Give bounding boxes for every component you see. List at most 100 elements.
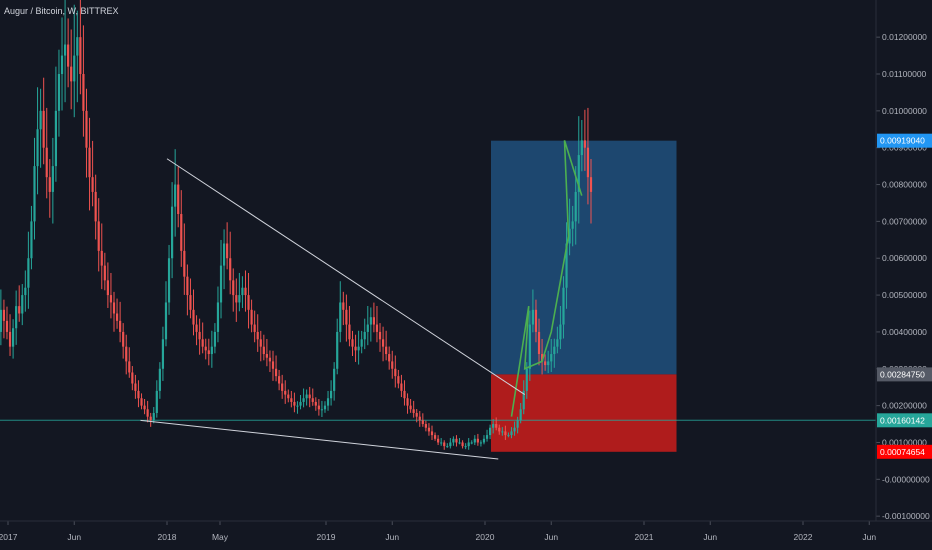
candle-body xyxy=(397,376,400,384)
candle-body xyxy=(180,214,183,251)
descending-resistance-line[interactable] xyxy=(166,158,526,395)
candle-body xyxy=(339,302,342,332)
candle-body xyxy=(531,309,535,325)
candle-body xyxy=(372,317,376,325)
candle-body xyxy=(106,280,109,296)
candle-body xyxy=(8,331,12,347)
candle-body xyxy=(204,346,207,351)
candle-body xyxy=(24,287,27,296)
profit-zone[interactable] xyxy=(491,140,677,375)
y-tick-label: 0.01100000 xyxy=(882,69,927,79)
candle-body xyxy=(103,265,106,281)
candle-body xyxy=(412,409,415,413)
candle-body xyxy=(568,228,571,244)
loss-zone[interactable] xyxy=(491,374,677,452)
candle-body xyxy=(522,390,525,410)
candle-body xyxy=(27,258,30,288)
candle-body xyxy=(216,302,220,332)
candle-body xyxy=(177,184,180,215)
candle-body xyxy=(11,328,15,347)
long-position-tool[interactable] xyxy=(491,140,677,452)
x-tick-label: Jun xyxy=(67,532,81,542)
candle-body xyxy=(464,446,467,448)
candle-body xyxy=(250,309,253,325)
x-tick-label: May xyxy=(212,532,229,542)
candle-body xyxy=(36,129,39,167)
candle-body xyxy=(137,390,140,399)
candle-body xyxy=(418,416,421,421)
candle-body xyxy=(437,438,440,443)
x-tick-label: Jun xyxy=(544,532,558,542)
candle-body xyxy=(305,394,308,399)
candle-body xyxy=(577,155,580,192)
candle-body xyxy=(222,243,226,266)
candle-body xyxy=(183,250,186,277)
candle-body xyxy=(443,442,446,447)
candle-body xyxy=(152,412,155,421)
candle-body xyxy=(170,206,174,259)
candle-body xyxy=(259,339,262,347)
candle-body xyxy=(167,258,171,303)
candle-body xyxy=(574,191,577,222)
x-tick-label: Jun xyxy=(385,532,399,542)
candle-body xyxy=(562,287,565,325)
candle-body xyxy=(400,383,403,391)
candle-body xyxy=(94,191,97,222)
candle-body xyxy=(507,435,510,437)
entry-tag xyxy=(877,367,932,382)
candle-body xyxy=(161,339,165,369)
candle-body xyxy=(213,331,217,347)
candle-body xyxy=(112,302,116,314)
candle-body xyxy=(73,55,76,82)
candles xyxy=(0,0,593,450)
candle-body xyxy=(311,398,314,402)
candle-body xyxy=(158,368,161,391)
candle-body xyxy=(540,354,544,362)
candle-body xyxy=(207,350,210,355)
candle-body xyxy=(565,243,568,288)
candle-body xyxy=(265,354,268,358)
candle-body xyxy=(70,66,73,82)
candle-body xyxy=(119,320,122,332)
candle-body xyxy=(149,416,152,421)
candle-body xyxy=(281,383,284,391)
candle-body xyxy=(232,280,235,296)
candle-body xyxy=(458,442,461,444)
candle-body xyxy=(345,309,348,325)
candle-body xyxy=(516,420,519,428)
candle-body xyxy=(317,405,320,410)
candle-body xyxy=(299,401,302,406)
candle-body xyxy=(0,309,2,332)
y-tick-label: 0.00200000 xyxy=(882,401,927,411)
trendlines[interactable] xyxy=(140,158,526,460)
candle-body xyxy=(473,438,476,443)
descending-support-line[interactable] xyxy=(140,419,499,460)
candle-body xyxy=(421,420,424,425)
stop-loss-tag-label: 0.00074654 xyxy=(880,447,925,457)
candle-body xyxy=(229,258,232,281)
candle-body xyxy=(525,368,528,391)
x-tick-label: 2018 xyxy=(158,532,177,542)
x-tick-label: 2020 xyxy=(476,532,495,542)
take-profit-tag xyxy=(877,133,932,148)
candle-body xyxy=(146,409,149,417)
candle-body xyxy=(125,346,128,362)
candle-body xyxy=(134,383,137,391)
candle-body xyxy=(5,320,9,332)
candle-body xyxy=(378,331,382,340)
candle-body xyxy=(556,339,559,347)
candle-body xyxy=(97,221,100,251)
price-axis[interactable]: 0.01200000 0.01100000 0.01000000 0.00900000… xyxy=(882,32,930,521)
time-axis[interactable]: 2017 Jun 2018 May 2019 Jun 2020 Jun 2021 Jun 2022 J… xyxy=(0,532,876,542)
candle-body xyxy=(308,394,311,399)
candle-body xyxy=(550,354,553,362)
candle-body xyxy=(357,346,360,351)
candle-body xyxy=(39,110,42,130)
candle-body xyxy=(241,287,244,296)
candle-body xyxy=(492,424,495,428)
candle-body xyxy=(42,110,45,148)
candle-body xyxy=(580,140,583,156)
candle-body xyxy=(495,424,498,428)
candle-body xyxy=(256,331,259,340)
